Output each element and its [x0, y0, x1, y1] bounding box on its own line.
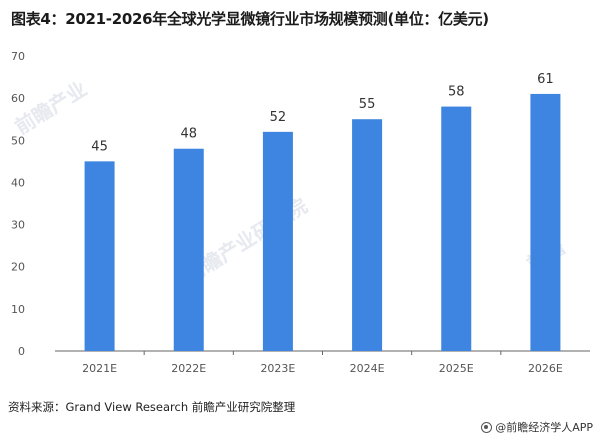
- x-tick-label: 2026E: [528, 362, 563, 375]
- y-tick-label: 0: [18, 345, 25, 358]
- brand-text: @前瞻经济学人APP: [495, 421, 593, 434]
- source-note: 资料来源：Grand View Research 前瞻产业研究院整理: [8, 400, 296, 414]
- x-tick-label: 2025E: [439, 362, 474, 375]
- bar-2024E: [352, 119, 383, 351]
- y-tick-label: 60: [11, 92, 25, 105]
- x-tick-label: 2022E: [171, 362, 206, 375]
- bar-2026E: [530, 93, 561, 351]
- y-tick-label: 50: [11, 134, 25, 147]
- y-tick-label: 30: [11, 219, 25, 232]
- data-label: 55: [359, 97, 376, 112]
- chart-title: 图表4：2021-2026年全球光学显微镜行业市场规模预测(单位：亿美元): [11, 10, 489, 28]
- x-tick-label: 2024E: [350, 362, 385, 375]
- data-label: 52: [270, 110, 287, 125]
- bar-2021E: [84, 161, 115, 351]
- x-tick-label: 2021E: [82, 362, 117, 375]
- data-label: 45: [91, 139, 108, 154]
- data-label: 48: [180, 127, 197, 142]
- bar-2025E: [441, 106, 472, 351]
- y-tick-label: 70: [11, 50, 25, 63]
- data-label: 61: [537, 72, 554, 87]
- y-tick-label: 20: [11, 261, 25, 274]
- y-tick-label: 10: [11, 303, 25, 316]
- bar-2022E: [173, 148, 204, 351]
- data-label: 58: [448, 85, 465, 100]
- y-tick-label: 40: [11, 176, 25, 189]
- brand-credit: @前瞻经济学人APP: [481, 419, 593, 435]
- bar-2023E: [262, 131, 293, 351]
- brand-logo-icon: [481, 421, 493, 433]
- x-tick-label: 2023E: [260, 362, 295, 375]
